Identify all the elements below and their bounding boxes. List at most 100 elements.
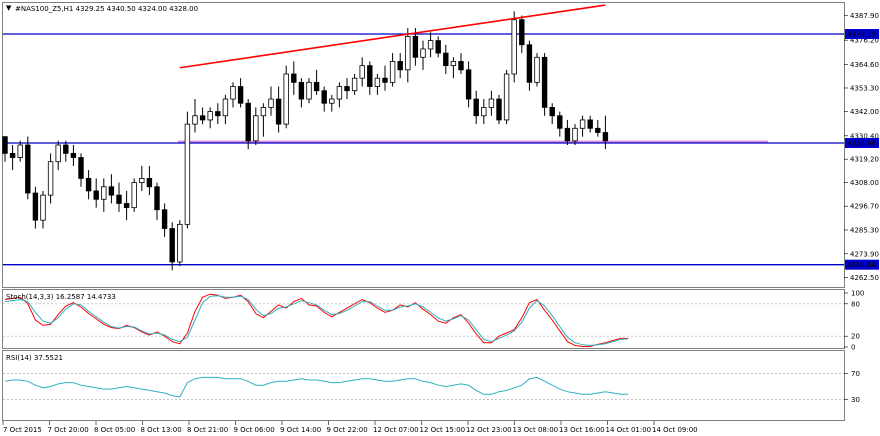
level-price-label: 4379.15 <box>847 31 876 39</box>
symbol-line: #NAS100_Z5,H1 4329.25 4340.50 4324.00 43… <box>15 5 198 13</box>
stoch-label: Stoch(14,3,3) 16.2587 14.4733 <box>6 293 116 301</box>
bear-candle <box>465 69 472 100</box>
price-axis-label: 4262.50 <box>850 274 879 282</box>
bull-candle <box>359 65 365 79</box>
bear-candle <box>245 102 251 142</box>
bear-candle <box>473 98 479 117</box>
stochastic-panel: 100 80 20 0 <box>3 290 864 352</box>
bear-candle <box>557 115 563 129</box>
price-axis-label: 4364.60 <box>850 61 879 69</box>
bear-candle <box>313 81 320 92</box>
price-axis-label: 4285.30 <box>850 226 879 234</box>
level-price-tag <box>845 137 879 148</box>
bull-candle <box>389 61 396 83</box>
bear-candle <box>154 186 160 211</box>
price-axis-label: 4296.70 <box>850 203 879 211</box>
bear-candle <box>298 81 305 100</box>
bear-candle <box>161 209 168 229</box>
bear-candle <box>215 111 221 117</box>
bull-candle <box>207 111 213 121</box>
time-axis-label: 12 Oct 15:00 <box>420 426 466 434</box>
rsi-panel-frame <box>2 350 845 421</box>
level-price-label: 4326.96 <box>847 139 876 147</box>
stoch-series-line <box>4 295 629 346</box>
stoch-axis-label: 80 <box>851 300 860 308</box>
bull-candle <box>374 77 381 87</box>
bear-candle <box>412 36 419 58</box>
bear-candle <box>435 40 441 54</box>
time-axis-label: 9 Oct 14:00 <box>280 426 321 434</box>
bull-candle <box>405 36 411 71</box>
time-axis-label: 7 Oct 20:00 <box>48 426 89 434</box>
time-axis-label: 9 Oct 06:00 <box>234 426 275 434</box>
bear-candle <box>397 61 403 71</box>
stoch-series-line <box>4 293 629 347</box>
bear-candle <box>108 186 115 196</box>
bear-candle <box>275 98 282 125</box>
bull-candle <box>481 107 487 117</box>
rsi-panel: 70 30 <box>3 370 860 404</box>
bear-candle <box>496 98 502 121</box>
price-axis-label: 4308.00 <box>850 179 879 187</box>
price-axis-label: 4353.30 <box>850 84 879 92</box>
bear-candle <box>526 44 533 83</box>
bull-candle <box>572 127 578 142</box>
bear-candle <box>9 152 16 158</box>
price-axis-label: 4376.20 <box>850 37 879 45</box>
bull-candle <box>450 61 457 67</box>
time-axis-label: 7 Oct 2015 <box>3 426 42 434</box>
time-axis-label: 12 Oct 23:00 <box>466 426 512 434</box>
bear-candle <box>70 152 77 158</box>
bull-candle <box>192 115 198 125</box>
bear-candle <box>595 127 601 133</box>
bull-candle <box>427 40 434 50</box>
bull-candle <box>503 73 510 121</box>
rsi-label: RSI(14) 37.5521 <box>6 354 63 362</box>
bull-candle <box>184 123 191 225</box>
price-axis-label: 4273.90 <box>850 250 879 258</box>
bear-candle <box>291 73 297 83</box>
time-axis-label: 12 Oct 07:00 <box>373 426 419 434</box>
bear-candle <box>93 190 99 200</box>
bear-candle <box>32 192 39 221</box>
rsi-axis-label: 70 <box>851 370 860 378</box>
time-axis-label: 8 Oct 21:00 <box>187 426 228 434</box>
time-axis-label: 14 Oct 01:00 <box>606 426 652 434</box>
bull-candle <box>420 48 426 58</box>
bull-candle <box>534 56 540 83</box>
bull-candle <box>579 119 586 129</box>
resistance-trendline <box>179 4 606 69</box>
price-axis-label: 4342.00 <box>850 108 879 116</box>
bull-candle <box>55 144 61 163</box>
bull-candle <box>101 186 107 200</box>
price-axis-label: 4330.40 <box>850 132 879 140</box>
bear-candle <box>199 115 206 121</box>
rsi-axis-label: 30 <box>851 396 860 404</box>
bear-candle <box>602 132 609 142</box>
stoch-panel-frame <box>2 289 845 349</box>
bear-candle <box>321 90 327 104</box>
bull-candle <box>253 115 259 142</box>
bear-candle <box>169 228 175 263</box>
bear-candle <box>382 77 388 83</box>
bear-candle <box>123 203 130 209</box>
bear-candle <box>541 56 548 108</box>
bull-candle <box>268 98 274 108</box>
bear-candle <box>116 194 122 204</box>
time-axis-label: 9 Oct 22:00 <box>327 426 368 434</box>
chart-title-indicator: ▼ <box>6 4 12 12</box>
stoch-axis-label: 100 <box>851 290 864 298</box>
time-axis-label: 14 Oct 09:00 <box>652 426 698 434</box>
time-axis-label: 13 Oct 16:00 <box>559 426 605 434</box>
bull-candle <box>336 86 343 100</box>
bear-candle <box>443 52 449 67</box>
bull-candle <box>222 98 229 117</box>
time-axis-label: 13 Oct 08:00 <box>513 426 559 434</box>
bull-candle <box>488 98 495 108</box>
bull-candle <box>306 81 312 100</box>
bull-candle <box>329 98 335 104</box>
bear-candle <box>367 65 373 87</box>
bear-candle <box>344 86 350 92</box>
price-axis-label: 4387.90 <box>850 12 879 20</box>
